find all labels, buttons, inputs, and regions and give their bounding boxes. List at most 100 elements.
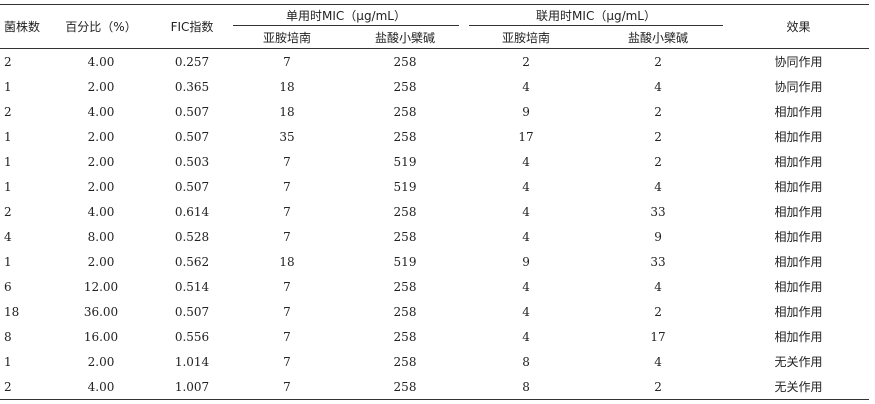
header-effect: 效果 bbox=[728, 4, 870, 49]
cell-fic-index: 0.514 bbox=[174, 279, 210, 294]
cell-single-berberine: 519 bbox=[393, 154, 417, 169]
cell-combined-berberine: 4 bbox=[654, 354, 662, 369]
cell-combined-berberine: 4 bbox=[654, 179, 662, 194]
cell-single-berberine: 258 bbox=[393, 229, 417, 244]
cell-fic-index: 0.556 bbox=[174, 329, 210, 344]
cell-effect: 相加作用 bbox=[774, 130, 823, 144]
cell-strains: 1 bbox=[4, 354, 12, 369]
table-row: 1 2.00 1.014 7 258 8 4 无关作用 bbox=[0, 349, 869, 374]
cell-percent: 8.00 bbox=[87, 229, 115, 244]
cell-combined-berberine: 9 bbox=[654, 229, 662, 244]
table-row: 1 2.00 0.507 35 258 17 2 相加作用 bbox=[0, 124, 869, 149]
header-combined-mic-label: 联用时MIC（μg/mL） bbox=[536, 9, 656, 23]
header-combined-mic-group: 联用时MIC（μg/mL） bbox=[464, 4, 729, 26]
cell-combined-imipenem: 17 bbox=[518, 129, 534, 144]
cell-effect: 相加作用 bbox=[774, 155, 823, 169]
cell-percent: 4.00 bbox=[46, 374, 156, 400]
table-body: 2 4.00 0.257 7 258 2 2 协同作用 1 2.00 0.365 18 258 4 4 协同作… bbox=[0, 49, 870, 400]
cell-combined-berberine: 17 bbox=[650, 329, 666, 344]
cell-fic-index: 0.507 bbox=[174, 104, 210, 119]
cell-single-imipenem: 7 bbox=[283, 279, 291, 294]
header-combined-imipenem: 亚胺培南 bbox=[464, 26, 589, 49]
table-row: 6 12.00 0.514 7 258 4 4 相加作用 bbox=[0, 274, 869, 299]
cell-combined-imipenem: 4 bbox=[522, 79, 530, 94]
cell-combined-imipenem: 8 bbox=[464, 374, 589, 400]
cell-effect: 无关作用 bbox=[774, 355, 823, 369]
cell-combined-imipenem: 4 bbox=[522, 154, 530, 169]
cell-combined-imipenem: 4 bbox=[522, 204, 530, 219]
cell-strains: 2 bbox=[4, 204, 12, 219]
cell-combined-berberine: 2 bbox=[654, 129, 662, 144]
cell-percent: 12.00 bbox=[83, 279, 119, 294]
table-row: 1 2.00 0.507 7 519 4 4 相加作用 bbox=[0, 174, 869, 199]
cell-single-imipenem: 7 bbox=[283, 229, 291, 244]
cell-strains: 6 bbox=[4, 279, 12, 294]
cell-combined-imipenem: 8 bbox=[522, 354, 530, 369]
header-combined-berberine: 盐酸小檗碱 bbox=[588, 26, 729, 49]
cell-effect: 相加作用 bbox=[774, 255, 823, 269]
cell-percent: 16.00 bbox=[83, 329, 119, 344]
cell-combined-imipenem: 9 bbox=[522, 254, 530, 269]
cell-single-berberine: 258 bbox=[393, 354, 417, 369]
table-row: 18 36.00 0.507 7 258 4 2 相加作用 bbox=[0, 299, 869, 324]
cell-effect: 相加作用 bbox=[774, 230, 823, 244]
cell-strains: 4 bbox=[4, 229, 12, 244]
cell-combined-imipenem: 4 bbox=[522, 279, 530, 294]
cell-combined-berberine: 33 bbox=[650, 254, 666, 269]
cell-combined-berberine: 2 bbox=[588, 374, 729, 400]
cell-combined-imipenem: 2 bbox=[522, 54, 530, 69]
cell-fic-index: 1.014 bbox=[174, 354, 210, 369]
cell-single-imipenem: 7 bbox=[283, 304, 291, 319]
cell-fic-index: 1.007 bbox=[156, 374, 228, 400]
table-header: 菌株数 百分比（%） FIC指数 单用时MIC（μg/mL） 联用时MIC（μg… bbox=[0, 4, 870, 49]
cell-single-berberine: 258 bbox=[393, 204, 417, 219]
cell-percent: 4.00 bbox=[87, 104, 115, 119]
cell-single-imipenem: 7 bbox=[283, 154, 291, 169]
table-row: 2 4.00 0.614 7 258 4 33 相加作用 bbox=[0, 199, 869, 224]
mic-results-table: 菌株数 百分比（%） FIC指数 单用时MIC（μg/mL） 联用时MIC（μg… bbox=[0, 4, 870, 400]
cell-fic-index: 0.365 bbox=[174, 79, 210, 94]
cell-effect: 相加作用 bbox=[774, 205, 823, 219]
cell-single-berberine: 258 bbox=[393, 104, 417, 119]
cell-percent: 2.00 bbox=[87, 354, 115, 369]
cell-effect: 相加作用 bbox=[774, 280, 823, 294]
table-row: 2 4.00 1.007 7 258 8 2 无关作用 bbox=[0, 374, 870, 400]
cell-single-imipenem: 7 bbox=[283, 329, 291, 344]
cell-fic-index: 0.503 bbox=[174, 154, 210, 169]
cell-combined-berberine: 4 bbox=[654, 279, 662, 294]
cell-single-berberine: 258 bbox=[393, 329, 417, 344]
cell-effect: 相加作用 bbox=[774, 305, 823, 319]
cell-effect: 相加作用 bbox=[774, 330, 823, 344]
table-row: 8 16.00 0.556 7 258 4 17 相加作用 bbox=[0, 324, 869, 349]
cell-single-berberine: 519 bbox=[393, 179, 417, 194]
table-row: 4 8.00 0.528 7 258 4 9 相加作用 bbox=[0, 224, 869, 249]
cell-percent: 2.00 bbox=[87, 129, 115, 144]
cell-single-imipenem: 7 bbox=[283, 354, 291, 369]
cell-single-berberine: 258 bbox=[393, 79, 417, 94]
cell-combined-imipenem: 4 bbox=[522, 229, 530, 244]
cell-combined-berberine: 2 bbox=[654, 54, 662, 69]
cell-strains: 2 bbox=[4, 104, 12, 119]
cell-fic-index: 0.562 bbox=[174, 254, 210, 269]
header-row-primary: 菌株数 百分比（%） FIC指数 单用时MIC（μg/mL） 联用时MIC（μg… bbox=[0, 4, 870, 49]
cell-percent: 2.00 bbox=[87, 254, 115, 269]
cell-single-berberine: 258 bbox=[393, 304, 417, 319]
cell-strains: 1 bbox=[4, 154, 12, 169]
cell-single-imipenem: 18 bbox=[279, 254, 295, 269]
cell-single-berberine: 258 bbox=[393, 279, 417, 294]
cell-fic-index: 0.528 bbox=[174, 229, 210, 244]
cell-single-imipenem: 7 bbox=[228, 374, 346, 400]
cell-single-imipenem: 7 bbox=[283, 54, 291, 69]
cell-single-berberine: 519 bbox=[393, 254, 417, 269]
cell-strains: 1 bbox=[4, 179, 12, 194]
header-row-secondary: 亚胺培南 盐酸小檗碱 亚胺培南 盐酸小檗碱 bbox=[0, 26, 869, 49]
cell-fic-index: 0.257 bbox=[174, 54, 210, 69]
header-single-berberine: 盐酸小檗碱 bbox=[346, 26, 465, 49]
cell-single-berberine: 258 bbox=[393, 54, 417, 69]
cell-effect: 协同作用 bbox=[774, 80, 823, 94]
cell-percent: 36.00 bbox=[83, 304, 119, 319]
cell-single-imipenem: 18 bbox=[279, 79, 295, 94]
cell-single-berberine: 258 bbox=[393, 129, 417, 144]
cell-single-imipenem: 7 bbox=[283, 204, 291, 219]
